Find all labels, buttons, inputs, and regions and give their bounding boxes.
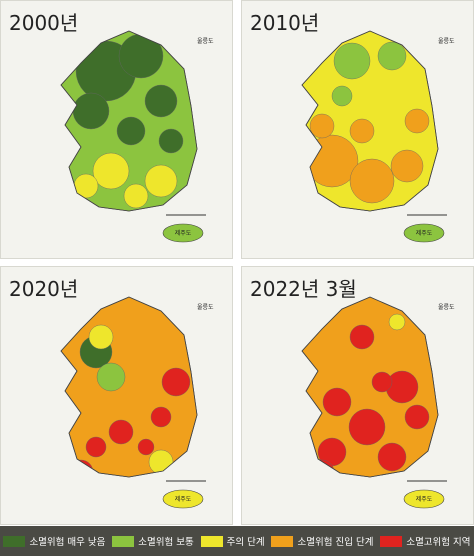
island-label: 울릉도 (438, 304, 455, 311)
map-panel: 울릉도 제주도 2022년 3월 (241, 266, 474, 525)
region (144, 164, 178, 198)
map-panel: 울릉도 제주도 2000년 (0, 0, 233, 259)
legend-item: 주의 단계 (200, 534, 265, 548)
region (377, 41, 407, 71)
jeju-label: 제주도 (416, 495, 433, 503)
peninsula-border (60, 30, 198, 212)
region (348, 408, 386, 446)
jeju-label: 제주도 (416, 229, 433, 237)
region (161, 367, 191, 397)
legend-swatch (112, 535, 135, 547)
jeju (403, 223, 445, 243)
legend-swatch (200, 535, 223, 547)
island-label: 울릉도 (438, 38, 455, 45)
region (158, 128, 184, 154)
region (73, 173, 99, 199)
region (404, 108, 430, 134)
region (85, 436, 107, 458)
region (123, 183, 149, 209)
region (309, 459, 335, 477)
legend-label: 소멸위험 매우 낮음 (29, 537, 106, 548)
panel-title: 2010년 (250, 11, 320, 35)
region (349, 158, 395, 204)
region (377, 442, 407, 472)
legend-swatch (3, 535, 26, 547)
region (371, 371, 393, 393)
peninsula-border (301, 296, 439, 478)
map-panel: 울릉도 제주도 2020년 (0, 266, 233, 525)
jeju-label: 제주도 (175, 495, 192, 503)
jeju (162, 489, 204, 509)
region (333, 42, 371, 80)
jeju (162, 223, 204, 243)
region (144, 84, 178, 118)
jeju (403, 489, 445, 509)
legend-item: 소멸위험 매우 낮음 (3, 534, 105, 548)
panel-title: 2022년 3월 (250, 277, 357, 301)
region (88, 324, 114, 350)
region (404, 404, 430, 430)
legend-label: 주의 단계 (226, 537, 265, 548)
legend-swatch (271, 535, 294, 547)
regions (72, 33, 184, 209)
peninsula-border (301, 30, 439, 212)
panel-title: 2020년 (9, 277, 79, 301)
region (92, 152, 130, 190)
legend-label: 소멸고위험 지역 (406, 537, 471, 548)
legend-item: 소멸위험 보통 (112, 534, 194, 548)
region (137, 438, 155, 456)
region (72, 92, 110, 130)
legend-label: 소멸위험 보통 (138, 537, 194, 548)
island-label: 울릉도 (197, 304, 214, 311)
region (309, 113, 335, 139)
jeju-label: 제주도 (175, 229, 192, 237)
legend: 소멸위험 매우 낮음 소멸위험 보통 주의 단계 소멸위험 진입 단계 소멸고위험 지역 (0, 526, 474, 556)
legend-item: 소멸고위험 지역 (380, 534, 471, 548)
region (108, 419, 134, 445)
peninsula-border (60, 296, 198, 478)
legend-item: 소멸위험 진입 단계 (271, 534, 373, 548)
panel-title: 2000년 (9, 11, 79, 35)
map-panel: 울릉도 제주도 2010년 (241, 0, 474, 259)
region (116, 116, 146, 146)
region (322, 387, 352, 417)
region (388, 313, 406, 331)
region (150, 406, 172, 428)
region (68, 459, 94, 477)
legend-swatch (380, 535, 403, 547)
region (349, 118, 375, 144)
region (390, 149, 424, 183)
region (96, 362, 126, 392)
island-label: 울릉도 (197, 38, 214, 45)
region (118, 33, 164, 79)
region (148, 449, 174, 475)
legend-label: 소멸위험 진입 단계 (297, 537, 374, 548)
region (349, 324, 375, 350)
region (331, 85, 353, 107)
